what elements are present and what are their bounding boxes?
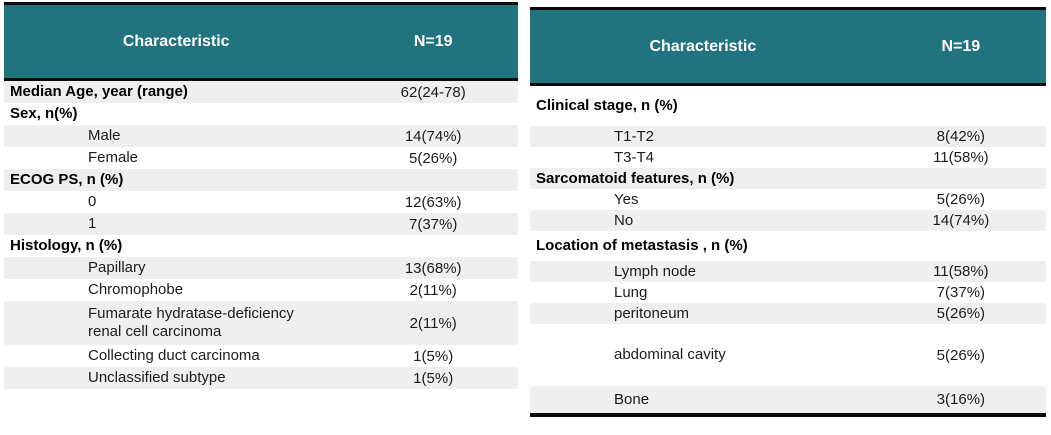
row-label: Female bbox=[88, 149, 139, 166]
row-value: 62(24-78) bbox=[400, 83, 466, 101]
table-disease-characteristics: Characteristic N=19 Clinical stage, n (%… bbox=[530, 7, 1046, 417]
row-value: 2(11%) bbox=[409, 314, 457, 332]
table-row: Chromophobe 2(11%) bbox=[4, 279, 518, 301]
table-row: Collecting duct carcinoma 1(5%) bbox=[4, 345, 518, 367]
table-row: No 14(74%) bbox=[530, 210, 1046, 231]
table-row: T3-T4 11(58%) bbox=[530, 147, 1046, 168]
row-label: Papillary bbox=[88, 259, 146, 276]
row-value: 13(68%) bbox=[404, 259, 462, 277]
row-label: abdominal cavity bbox=[614, 346, 726, 363]
row-value: 5(26%) bbox=[936, 305, 986, 322]
table-row: ECOG PS, n (%) bbox=[4, 169, 518, 191]
row-label: Chromophobe bbox=[88, 281, 184, 298]
table-row: Lymph node 11(58%) bbox=[530, 261, 1046, 282]
row-value: 14(74%) bbox=[932, 212, 990, 229]
table-row: Yes 5(26%) bbox=[530, 189, 1046, 210]
row-value: 5(26%) bbox=[409, 149, 458, 167]
column-header-n: N=19 bbox=[413, 32, 453, 50]
row-value: 8(42%) bbox=[936, 128, 986, 145]
row-label: Sarcomatoid features, n (%) bbox=[536, 169, 735, 187]
row-value: 12(63%) bbox=[404, 193, 462, 211]
row-label: T3-T4 bbox=[614, 148, 655, 166]
table-row: Bone 3(16%) bbox=[530, 386, 1046, 413]
row-value: 3(16%) bbox=[936, 391, 986, 408]
table-row: Clinical stage, n (%) bbox=[530, 86, 1046, 126]
table-row: T1-T2 8(42%) bbox=[530, 126, 1046, 147]
table-row: 1 7(37%) bbox=[4, 213, 518, 235]
row-label: Sex, n(%) bbox=[10, 105, 78, 122]
column-header-characteristic: Characteristic bbox=[649, 37, 757, 55]
table-row: peritoneum 5(26%) bbox=[530, 303, 1046, 324]
row-value: 7(37%) bbox=[936, 284, 986, 301]
row-label: Lymph node bbox=[614, 262, 697, 280]
row-value: 11(58%) bbox=[933, 263, 989, 280]
row-label: T1-T2 bbox=[614, 127, 655, 145]
row-label: 1 bbox=[88, 215, 97, 232]
row-label: 0 bbox=[88, 193, 97, 210]
table-header: Characteristic N=19 bbox=[530, 7, 1046, 86]
row-value: 5(26%) bbox=[936, 191, 986, 208]
table-row: Sarcomatoid features, n (%) bbox=[530, 168, 1046, 189]
row-label: Yes bbox=[614, 190, 639, 208]
row-value: 1(5%) bbox=[413, 347, 454, 365]
table-row: Location of metastasis , n (%) bbox=[530, 231, 1046, 261]
table-patient-demographics: Characteristic N=19 Median Age, year (ra… bbox=[4, 2, 518, 389]
row-label: Bone bbox=[614, 390, 650, 408]
table-body: Median Age, year (range) 62(24-78) Sex, n(… bbox=[4, 81, 518, 389]
row-value: 11(58%) bbox=[933, 149, 989, 166]
row-value: 2(11%) bbox=[409, 281, 457, 299]
table-row: Fumarate hydratase-deficiency renal cell… bbox=[4, 301, 518, 345]
table-row: 0 12(63%) bbox=[4, 191, 518, 213]
row-value: 14(74%) bbox=[404, 127, 462, 145]
row-label: peritoneum bbox=[614, 304, 690, 322]
table-row: Histology, n (%) bbox=[4, 235, 518, 257]
row-value: 5(26%) bbox=[936, 346, 986, 364]
row-label: Male bbox=[88, 127, 121, 144]
table-row: abdominal cavity 5(26%) bbox=[530, 324, 1046, 386]
table-row: Unclassified subtype 1(5%) bbox=[4, 367, 518, 389]
column-header-n: N=19 bbox=[941, 37, 981, 55]
row-value: 1(5%) bbox=[413, 369, 454, 387]
row-label: Location of metastasis , n (%) bbox=[536, 237, 748, 254]
table-row: Male 14(74%) bbox=[4, 125, 518, 147]
row-label: Clinical stage, n (%) bbox=[536, 97, 678, 114]
row-label: Fumarate hydratase-deficiency renal cell… bbox=[88, 305, 294, 340]
table-row: Papillary 13(68%) bbox=[4, 257, 518, 279]
table-body: Clinical stage, n (%) T1-T2 8(42%) T3-T4 11(… bbox=[530, 86, 1046, 417]
table-row: Female 5(26%) bbox=[4, 147, 518, 169]
row-label: Collecting duct carcinoma bbox=[88, 347, 260, 364]
row-label: ECOG PS, n (%) bbox=[10, 171, 124, 188]
column-header-characteristic: Characteristic bbox=[122, 32, 230, 50]
table-row: Sex, n(%) bbox=[4, 103, 518, 125]
table-header: Characteristic N=19 bbox=[4, 2, 518, 81]
row-label: Median Age, year (range) bbox=[10, 83, 188, 100]
row-value: 7(37%) bbox=[409, 215, 458, 233]
table-row: Lung 7(37%) bbox=[530, 282, 1046, 303]
row-label: Lung bbox=[614, 283, 648, 301]
row-label: Histology, n (%) bbox=[10, 237, 123, 254]
row-label: Unclassified subtype bbox=[88, 369, 226, 386]
row-label: No bbox=[614, 211, 634, 229]
table-row: Median Age, year (range) 62(24-78) bbox=[4, 81, 518, 103]
